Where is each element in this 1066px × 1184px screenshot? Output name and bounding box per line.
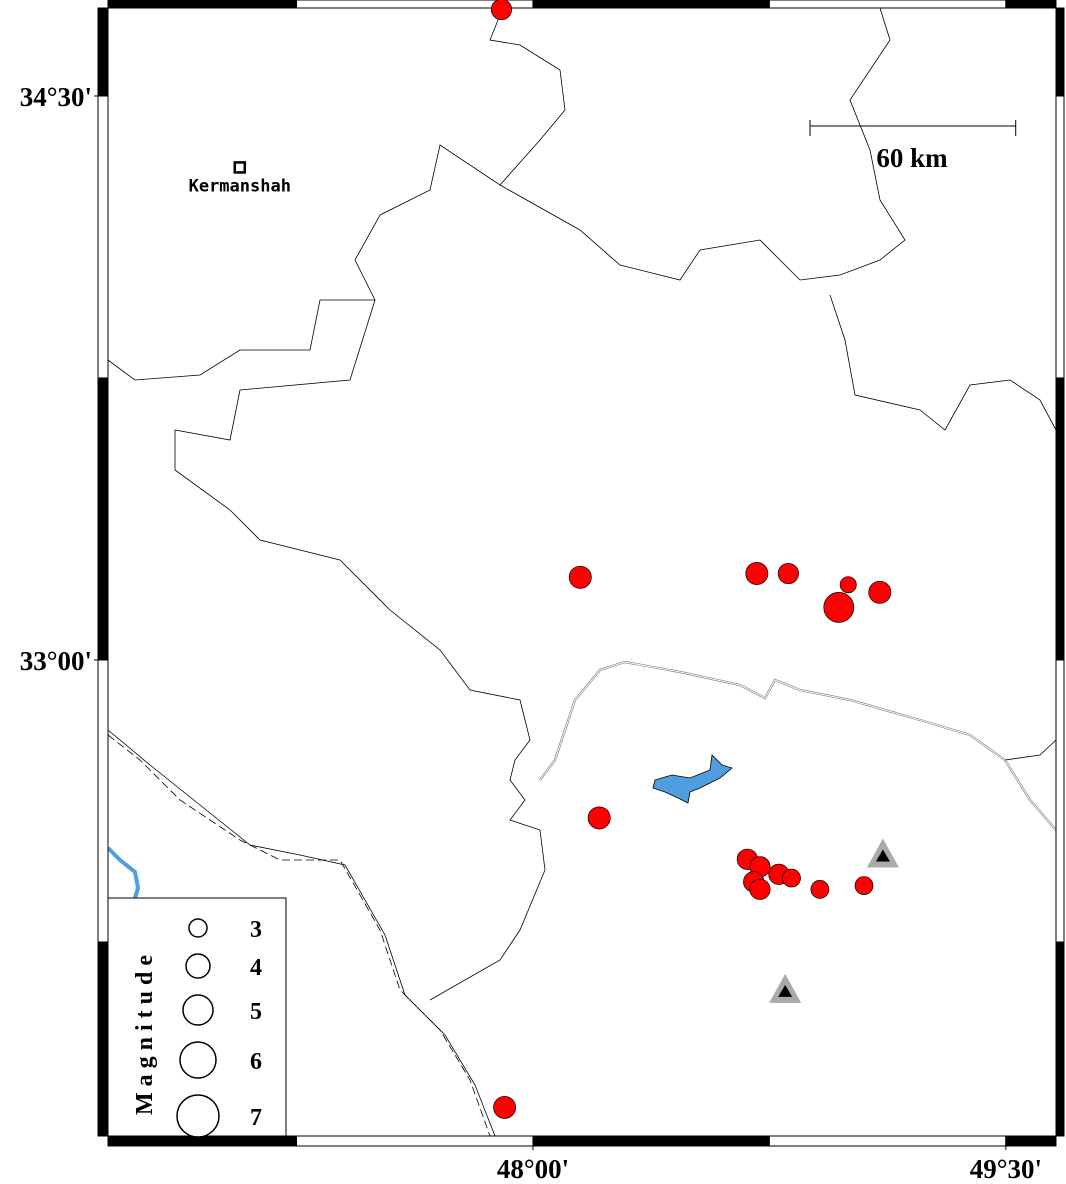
legend-label: 4 — [250, 955, 262, 981]
frame-bar — [97, 941, 109, 1137]
frame-bar — [1005, 1135, 1057, 1147]
station-core — [778, 984, 793, 997]
frame-bar — [107, 0, 298, 9]
frame-bar — [1055, 659, 1065, 943]
legend-label: 6 — [250, 1049, 262, 1075]
legend: 3 4 5 6 7 — [176, 917, 262, 1138]
legend-circle — [179, 1041, 217, 1079]
earthquake — [587, 806, 611, 830]
frame-bar — [532, 0, 770, 9]
frame-bar — [768, 1135, 1007, 1147]
frame-bar — [1055, 941, 1065, 1137]
legend-label: 5 — [250, 999, 262, 1025]
lake — [652, 754, 733, 804]
earthquake — [490, 0, 512, 21]
station-core — [875, 849, 890, 862]
earthquake — [777, 562, 799, 585]
earthquake — [568, 565, 592, 589]
city-marker — [233, 161, 247, 174]
frame-bar — [1055, 7, 1065, 97]
map-border — [107, 7, 1057, 1137]
legend-circle — [176, 1094, 220, 1138]
y-tick-label: 34°30' — [20, 82, 92, 112]
earthquake — [854, 876, 874, 895]
legend-label: 3 — [250, 917, 262, 943]
earthquake — [839, 576, 857, 594]
earthquake — [810, 879, 830, 899]
earthquake — [745, 562, 769, 585]
legend-label: 7 — [250, 1105, 262, 1131]
borders — [107, 7, 1057, 1137]
frame-bar — [768, 0, 1007, 9]
frame-bar — [107, 1135, 298, 1147]
frame-bar — [1005, 0, 1057, 9]
frame-bar — [296, 1135, 534, 1147]
frame-bar — [97, 7, 109, 97]
earthquake — [749, 878, 771, 900]
y-tick-label: 33°00' — [20, 646, 92, 676]
frame-bar — [97, 659, 109, 943]
legend-title: Magnitude — [132, 949, 158, 1115]
frame-bar — [1055, 95, 1065, 379]
city-label: Kermanshah — [189, 176, 291, 196]
x-tick-label: 49°30' — [970, 1154, 1042, 1184]
scale-label: 60 km — [876, 143, 948, 173]
frame-bar — [97, 95, 109, 379]
legend-circle — [185, 953, 211, 979]
earthquake — [782, 868, 801, 888]
earthquake — [868, 580, 892, 604]
earthquake — [493, 1095, 517, 1119]
legend-circle — [188, 918, 208, 938]
marks — [233, 0, 899, 1119]
river — [106, 846, 141, 899]
frame-bar — [532, 1135, 770, 1147]
earthquake — [823, 591, 855, 623]
legend-circle — [182, 994, 214, 1026]
frame-bar — [97, 377, 109, 661]
ticks: 48°00' 49°30' 33°00' 34°30' — [20, 82, 1042, 1184]
frame-bar — [1055, 377, 1065, 661]
x-tick-label: 48°00' — [497, 1154, 569, 1184]
